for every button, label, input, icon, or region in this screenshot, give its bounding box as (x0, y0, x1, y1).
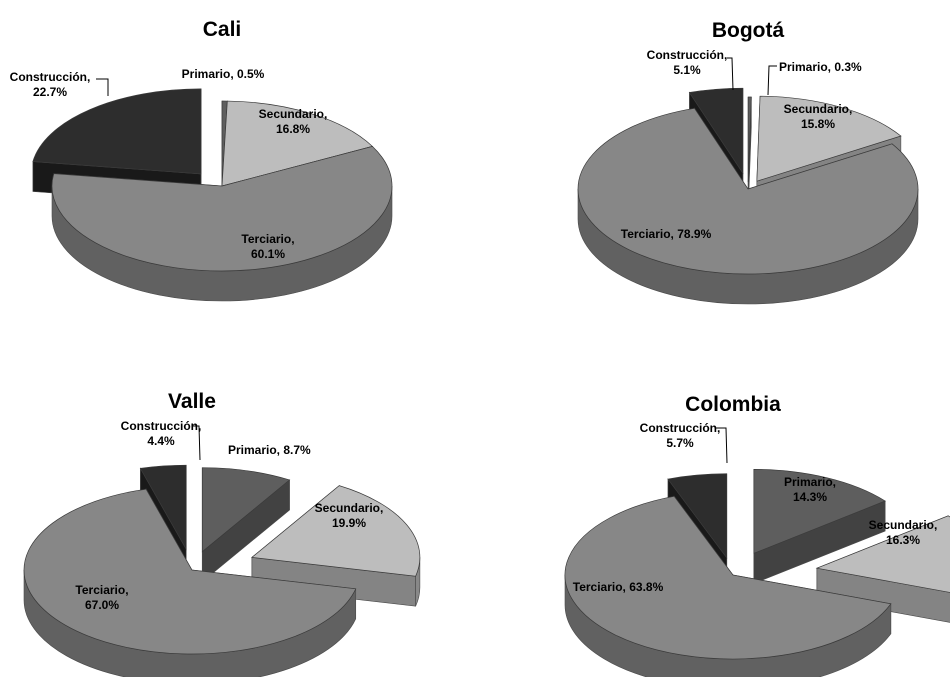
valle-leader-line-construccion (193, 425, 201, 461)
cali-label-construccion: Construcción, 22.7% (10, 70, 91, 99)
valle-slice-terciario (23, 488, 357, 677)
colombia-label-secundario: Secundario, 16.3% (869, 518, 938, 547)
bogota-leader-line-primario (767, 65, 777, 96)
colombia-label-terciario: Terciario, 63.8% (573, 580, 664, 594)
colombia-chart-title: Colombia (685, 393, 781, 416)
bogota-leader-line-construccion (727, 57, 734, 91)
valle-label-construccion: Construcción, 4.4% (121, 419, 202, 448)
colombia-label-primario: Primario, 14.3% (784, 475, 836, 504)
cali-slice-terciario (51, 145, 393, 302)
cali-pie-chart: Cali Primario, 0.5% Secundario, 16.8% Tercia… (10, 18, 393, 302)
colombia-leader-line-construccion (716, 427, 728, 464)
valle-slice-secundario (251, 484, 421, 607)
cali-leader-line-construccion (96, 78, 109, 96)
bogota-pie-chart: Bogotá Primario, 0.3% Secundario, 15.8% Terc… (577, 19, 919, 305)
bogota-chart-title: Bogotá (712, 19, 785, 42)
valle-pie-chart: Valle Primario, 8.7% Secundario, 19.9% Terci… (23, 390, 421, 677)
bogota-label-primario: Primario, 0.3% (779, 60, 862, 74)
colombia-pie-chart: Colombia Primario, 14.3% Secundario, 16.3% Te… (564, 393, 950, 677)
bogota-slice-terciario (577, 107, 919, 305)
colombia-slice-secundario (815, 515, 950, 623)
colombia-slice-primario (753, 469, 886, 584)
cali-label-terciario: Terciario, 60.1% (241, 232, 294, 261)
colombia-slice-terciario (564, 495, 892, 677)
valle-label-primario: Primario, 8.7% (228, 443, 311, 457)
bogota-label-secundario: Secundario, 15.8% (784, 102, 853, 131)
cali-label-secundario: Secundario, 16.8% (259, 107, 328, 136)
bogota-label-construccion: Construcción, 5.1% (647, 48, 728, 77)
bogota-label-terciario: Terciario, 78.9% (621, 227, 712, 241)
valle-chart-title: Valle (168, 390, 216, 413)
colombia-label-construccion: Construcción, 5.7% (640, 421, 721, 450)
cali-chart-title: Cali (203, 18, 242, 41)
valle-label-terciario: Terciario, 67.0% (75, 583, 128, 612)
valle-slice-primario (201, 467, 291, 583)
cali-label-primario: Primario, 0.5% (182, 67, 265, 81)
valle-label-secundario: Secundario, 19.9% (315, 501, 384, 530)
